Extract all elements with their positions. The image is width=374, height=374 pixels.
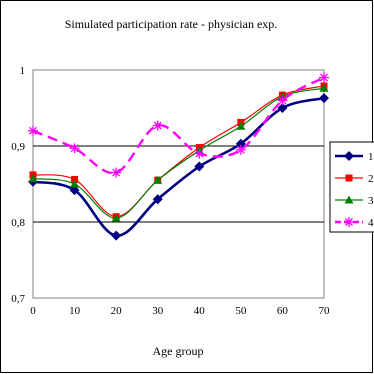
series-line [32,96,325,237]
data-point [71,175,79,183]
x-tick-label: 50 [235,305,247,317]
legend-marker [344,195,354,204]
chart-title: Simulated participation rate - physician… [65,17,278,31]
x-tick-labels: 0 10 20 30 40 50 60 70 [30,305,330,317]
data-point [194,148,205,159]
legend-item: 2 [335,173,374,185]
x-tick-label: 30 [152,305,164,317]
x-tick-label: 20 [111,305,123,317]
data-point [111,230,122,241]
x-tick-label: 0 [30,305,36,317]
data-point [277,103,288,113]
series-line [32,76,325,175]
data-point [28,125,38,136]
y-tick-label: 1 [20,65,26,77]
y-tick-label: 0,9 [11,141,25,153]
data-point [152,120,163,131]
legend-marker [345,174,353,182]
x-axis-label: Age group [153,344,204,358]
x-tick-label: 40 [194,305,206,317]
legend-label: 4 [368,217,374,229]
y-tick-label: 0,8 [11,217,25,229]
data-point [69,185,80,196]
data-point [319,83,329,92]
legend-entries: 1 2 3 4 [335,151,374,229]
data-point [69,143,80,154]
data-point [236,121,246,130]
series-layer [28,72,329,241]
data-point [153,175,163,184]
legend-label: 3 [368,195,374,207]
data-point [152,194,163,205]
series-4 [28,72,329,178]
data-point [111,167,122,178]
legend-item: 4 [335,217,374,229]
data-point [70,179,80,188]
x-tick-label: 70 [319,305,331,317]
gridlines [33,145,324,223]
legend-item: 1 [335,151,374,163]
data-point [319,72,329,83]
legend-marker [344,217,354,227]
data-point [319,93,329,104]
data-point [194,161,205,172]
y-tick-labels: 0,7 0,8 0,9 1 [11,65,25,305]
legend-item: 3 [335,195,374,207]
legend-label: 2 [368,173,374,185]
y-tick-label: 0,7 [11,293,25,305]
data-point [111,213,121,222]
data-point [235,138,246,149]
data-point [28,174,38,183]
legend-label: 1 [368,151,374,163]
x-tick-label: 60 [277,305,289,317]
legend-marker [344,151,354,161]
x-tick-label: 10 [69,305,81,317]
data-point [235,144,246,155]
data-point [277,95,288,106]
